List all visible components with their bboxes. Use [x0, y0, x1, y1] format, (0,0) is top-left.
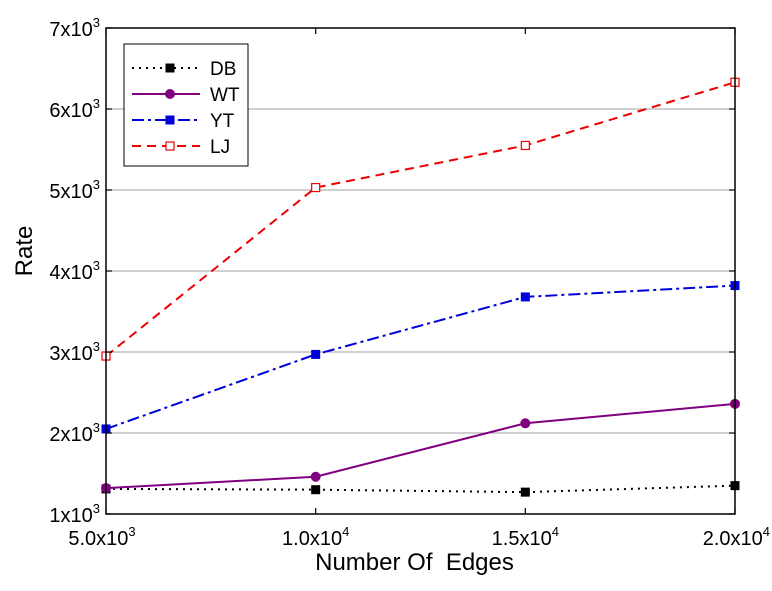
x-tick-label: 1.0x104	[282, 524, 349, 550]
series-yt	[101, 281, 740, 434]
legend-item-wt: WT	[132, 85, 240, 106]
legend-label: WT	[210, 85, 240, 106]
legend-label: DB	[210, 59, 236, 80]
y-axis-ticks: 1x103 2x103 3x103 4x103 5x103 6x103 7x103	[49, 15, 735, 527]
series-line-wt	[105, 402, 736, 490]
y-tick-label: 3x103	[49, 339, 100, 365]
series-wt	[101, 398, 740, 494]
data-point-db	[520, 487, 530, 497]
legend-label: YT	[210, 111, 235, 132]
data-point-db	[311, 485, 321, 495]
legend-item-yt: YT	[132, 111, 235, 132]
series-line-db	[105, 484, 736, 494]
legend-marker	[165, 115, 175, 125]
data-point-lj	[520, 140, 530, 151]
data-point-yt	[520, 292, 530, 302]
data-point-yt	[311, 349, 321, 359]
x-tick-label: 5.0x103	[68, 524, 135, 550]
y-tick-label: 7x103	[49, 15, 100, 41]
legend: DB WT YT LJ	[123, 43, 249, 167]
y-axis-title: Rate	[11, 226, 38, 277]
y-tick-label: 5x103	[49, 177, 100, 203]
x-tick-label: 2.0x104	[703, 524, 770, 550]
legend-label: LJ	[210, 137, 230, 158]
data-point-lj	[311, 182, 321, 193]
legend-item-lj: LJ	[132, 137, 230, 158]
y-tick-label: 4x103	[49, 258, 100, 284]
series-line-yt	[105, 284, 736, 430]
y-tick-label: 6x103	[49, 96, 100, 122]
y-tick-label: 1x103	[49, 501, 100, 527]
data-point-wt	[310, 471, 321, 482]
y-tick-label: 2x103	[49, 420, 100, 446]
legend-marker	[165, 141, 175, 151]
data-point-wt	[520, 418, 531, 429]
legend-marker	[165, 89, 175, 99]
legend-item-db: DB	[132, 59, 236, 80]
legend-marker	[165, 63, 175, 73]
x-tick-label: 1.5x104	[492, 524, 559, 550]
x-axis-ticks: 5.0x103 1.0x104 1.5x104 2.0x104	[68, 28, 770, 550]
x-axis-title: Number Of Edges	[315, 549, 514, 576]
series-line-lj	[105, 81, 736, 357]
